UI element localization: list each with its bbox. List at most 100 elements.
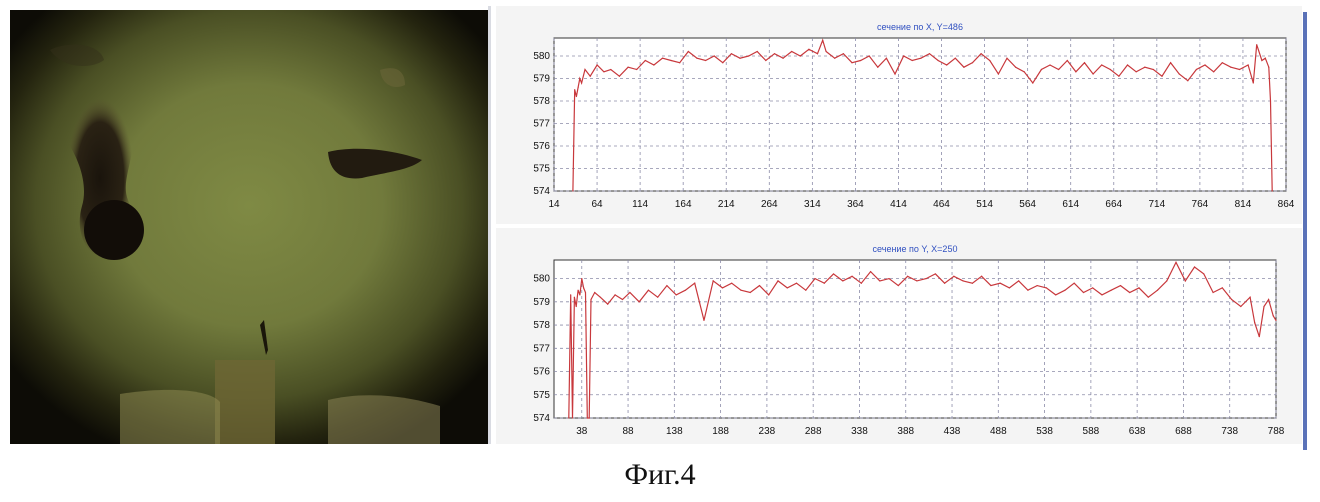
data-point: [1222, 62, 1223, 63]
data-point: [1101, 64, 1102, 65]
data-point: [842, 280, 843, 281]
x-tick-label: 438: [944, 426, 961, 437]
data-point: [1157, 290, 1158, 291]
data-point: [1041, 69, 1042, 70]
data-point: [705, 60, 706, 61]
data-point: [1101, 294, 1102, 295]
data-point: [777, 280, 778, 281]
data-point: [639, 301, 640, 302]
data-point: [679, 62, 680, 63]
data-point: [944, 283, 945, 284]
data-point: [713, 280, 714, 281]
y-tick-label: 575: [533, 164, 550, 175]
data-point: [907, 276, 908, 277]
data-point: [1222, 287, 1223, 288]
data-point: [576, 96, 577, 97]
data-point: [1170, 62, 1171, 63]
data-point: [1083, 292, 1084, 293]
data-point: [1268, 67, 1269, 68]
data-point: [981, 53, 982, 54]
data-point: [953, 276, 954, 277]
data-point: [645, 60, 646, 61]
data-point: [1009, 287, 1010, 288]
data-point: [739, 58, 740, 59]
data-point: [888, 278, 889, 279]
plot-area: [554, 38, 1286, 191]
data-point: [990, 285, 991, 286]
data-point: [1000, 283, 1001, 284]
x-tick-label: 664: [1105, 199, 1122, 210]
data-point: [614, 294, 615, 295]
data-point: [578, 87, 579, 88]
y-tick-label: 580: [533, 51, 550, 62]
data-point: [1275, 320, 1276, 321]
data-point: [694, 283, 695, 284]
data-point: [1037, 285, 1038, 286]
data-point: [583, 287, 584, 288]
chart-title: сечение по Y, X=250: [873, 244, 958, 254]
data-point: [935, 273, 936, 274]
x-tick-label: 538: [1036, 426, 1053, 437]
data-point: [1110, 69, 1111, 70]
chart-title: сечение по X, Y=486: [877, 22, 963, 32]
data-point: [1268, 299, 1269, 300]
y-tick-label: 580: [533, 274, 550, 285]
x-tick-label: 738: [1221, 426, 1238, 437]
data-point: [748, 55, 749, 56]
chart-x-section: сечение по X, Y=486574575576577578579580…: [496, 6, 1302, 224]
x-tick-label: 338: [851, 426, 868, 437]
data-point: [1161, 76, 1162, 77]
data-point: [757, 51, 758, 52]
data-point: [903, 55, 904, 56]
data-point: [1256, 44, 1257, 45]
data-point: [808, 49, 809, 50]
plot-area: [554, 260, 1276, 418]
data-point: [759, 285, 760, 286]
data-point: [619, 76, 620, 77]
x-tick-label: 264: [761, 199, 778, 210]
x-tick-label: 788: [1268, 426, 1285, 437]
x-tick-label: 614: [1062, 199, 1079, 210]
x-tick-label: 564: [1019, 199, 1036, 210]
data-point: [731, 283, 732, 284]
data-point: [998, 73, 999, 74]
data-point: [1248, 64, 1249, 65]
data-point: [1148, 297, 1149, 298]
y-tick-label: 578: [533, 320, 550, 331]
data-point: [1249, 297, 1250, 298]
data-point: [627, 67, 628, 68]
data-point: [600, 297, 601, 298]
y-tick-label: 579: [533, 297, 550, 308]
x-tick-label: 764: [1192, 199, 1209, 210]
data-point: [671, 60, 672, 61]
data-point: [946, 64, 947, 65]
data-point: [574, 89, 575, 90]
data-point: [579, 78, 580, 79]
y-tick-label: 574: [533, 186, 550, 197]
data-point: [826, 51, 827, 52]
x-tick-label: 38: [576, 426, 588, 437]
data-point: [1067, 60, 1068, 61]
x-tick-label: 814: [1235, 199, 1252, 210]
data-point: [1212, 292, 1213, 293]
data-point: [1111, 290, 1112, 291]
data-point: [796, 283, 797, 284]
data-point: [768, 294, 769, 295]
figure-caption: Фиг.4: [0, 458, 1320, 492]
data-point: [1166, 280, 1167, 281]
data-point: [1015, 67, 1016, 68]
data-point: [1024, 71, 1025, 72]
y-tick-label: 577: [533, 119, 550, 130]
y-tick-label: 577: [533, 343, 550, 354]
x-tick-label: 688: [1175, 426, 1192, 437]
data-point: [594, 292, 595, 293]
data-point: [782, 58, 783, 59]
data-point: [731, 53, 732, 54]
data-point: [1240, 306, 1241, 307]
photo-image: [10, 10, 488, 444]
data-point: [685, 290, 686, 291]
data-point: [963, 280, 964, 281]
data-point: [589, 417, 590, 418]
data-point: [1075, 71, 1076, 72]
window-edge: [1303, 12, 1307, 450]
